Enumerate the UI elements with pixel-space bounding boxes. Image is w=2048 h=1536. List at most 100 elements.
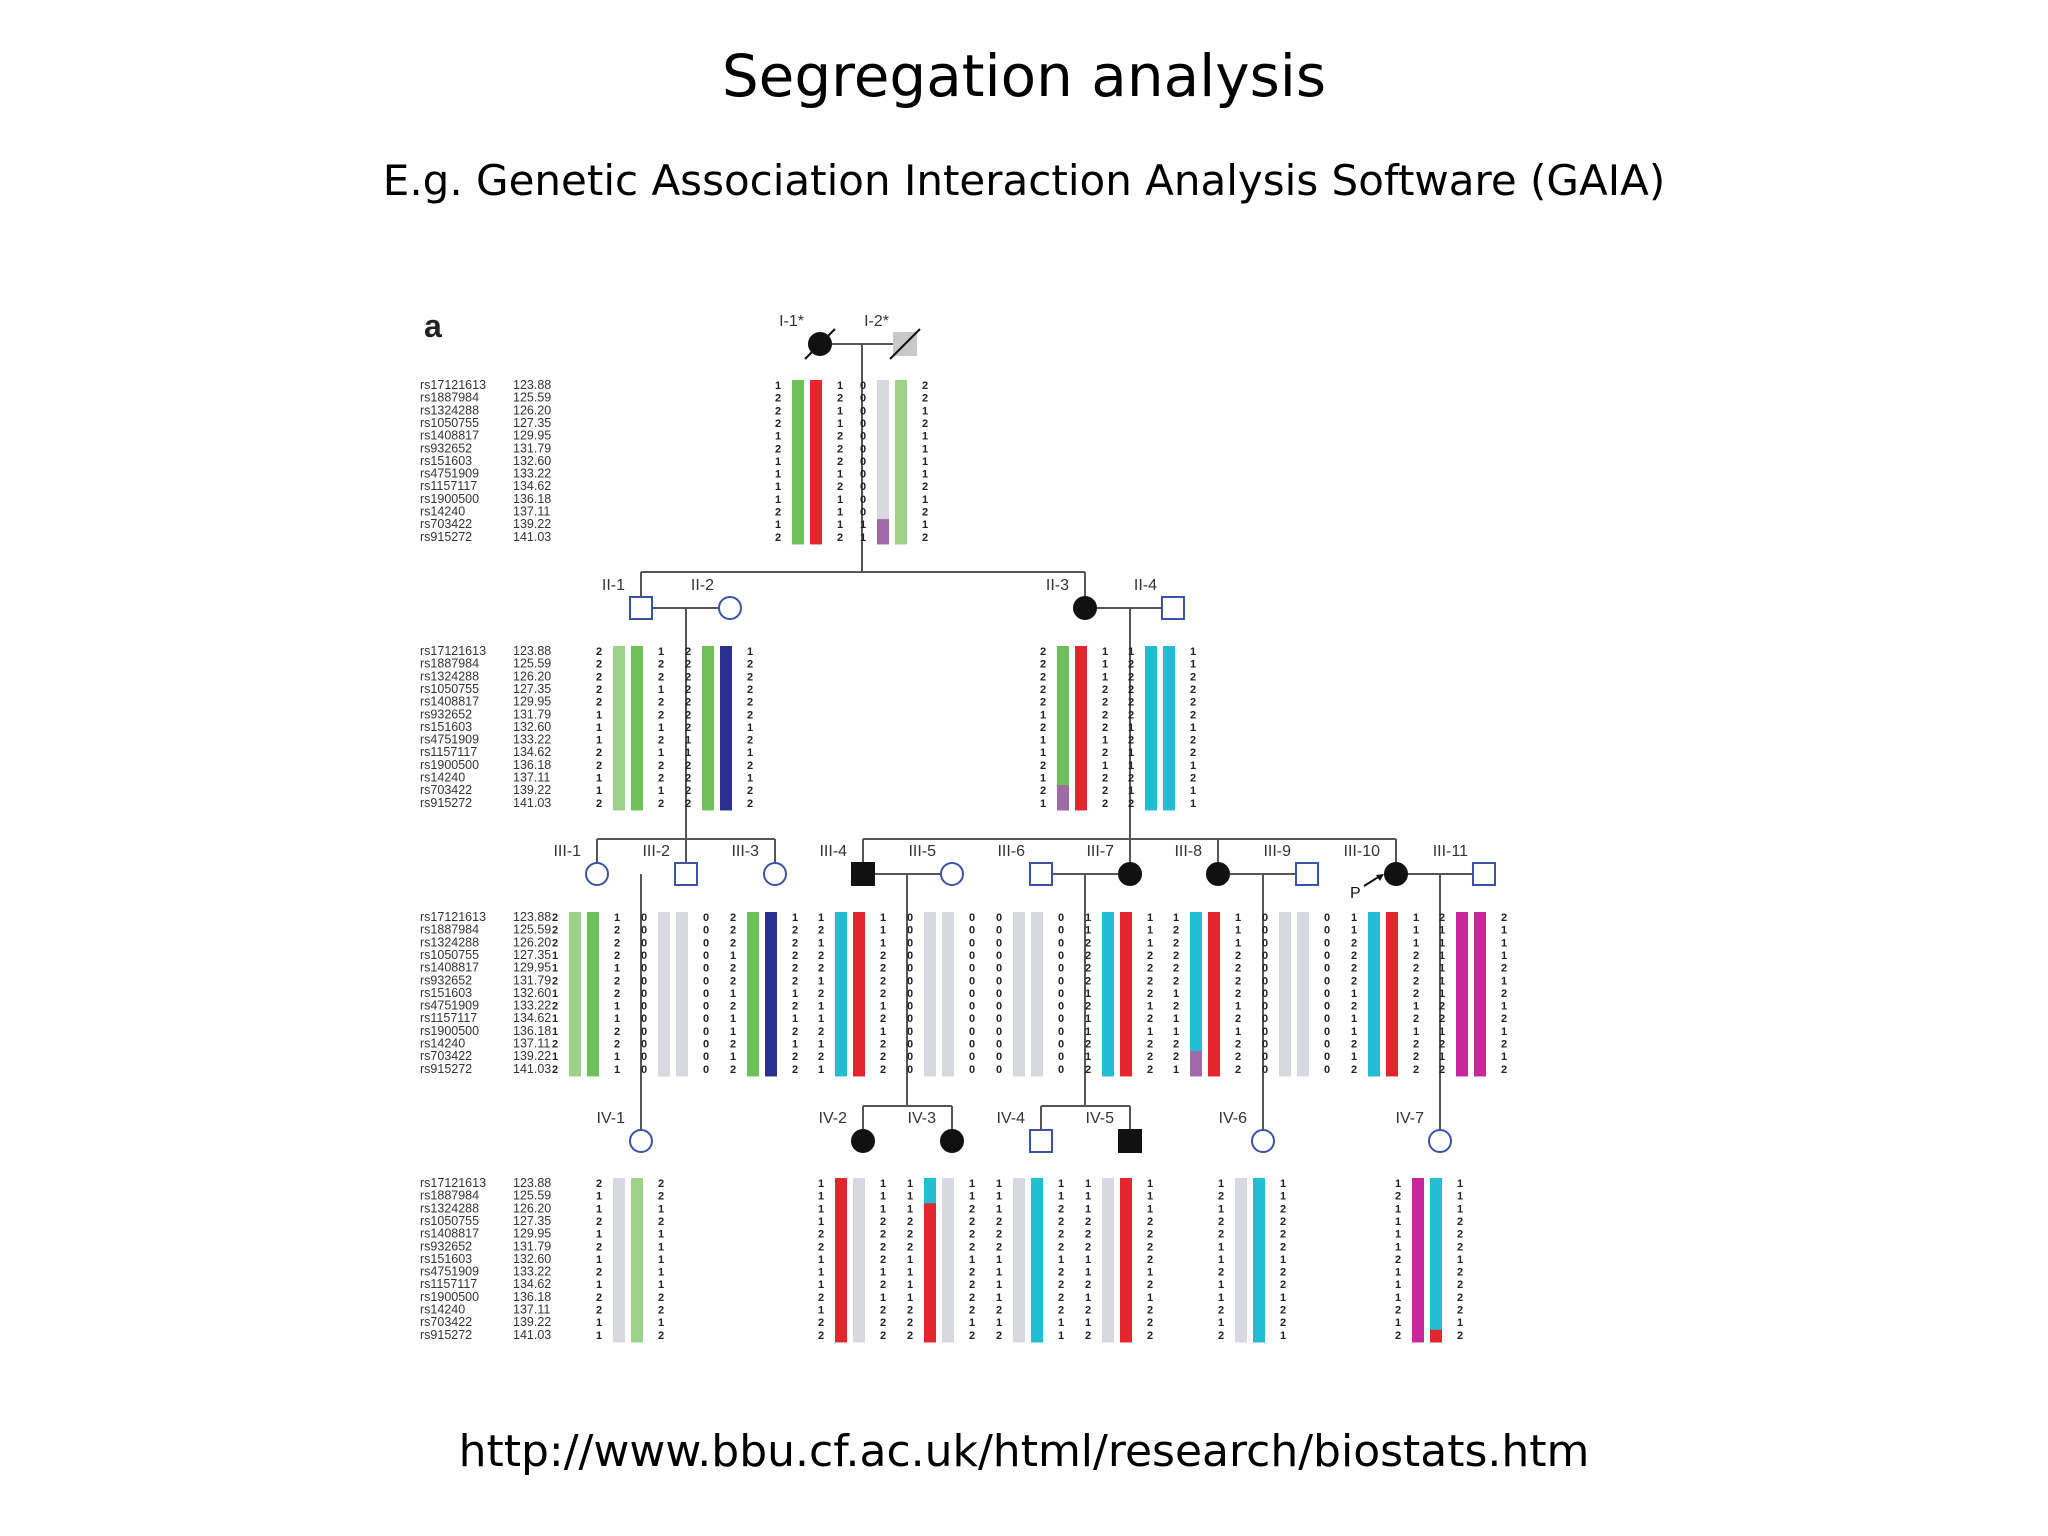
source-url[interactable]: http://www.bbu.cf.ac.uk/html/research/bi… [458, 1426, 1590, 1477]
marker-name: rs1050755 [420, 1214, 479, 1228]
allele-value: 0 [860, 418, 866, 430]
allele-value: 2 [552, 1064, 558, 1076]
allele-value: 1 [596, 1229, 602, 1241]
allele-value: 2 [658, 735, 664, 747]
allele-value: 0 [969, 963, 975, 975]
allele-value: 0 [860, 380, 866, 392]
allele-value: 2 [969, 1292, 975, 1304]
allele-value: 1 [658, 1241, 664, 1253]
allele-value: 1 [614, 912, 620, 924]
allele-value: 2 [1147, 1229, 1153, 1241]
allele-value: 0 [703, 950, 709, 962]
individual-label: III-2 [642, 843, 670, 860]
allele-value: 2 [1439, 1039, 1445, 1051]
allele-value: 2 [1190, 709, 1196, 721]
allele-value: 2 [1085, 1039, 1091, 1051]
allele-value: 1 [596, 1279, 602, 1291]
allele-value: 1 [1395, 1229, 1401, 1241]
allele-value: 1 [1218, 1317, 1224, 1329]
allele-value: 2 [1501, 912, 1507, 924]
allele-value: 2 [1501, 1013, 1507, 1025]
allele-value: 1 [1085, 1203, 1091, 1215]
allele-value: 1 [775, 469, 781, 481]
allele-value: 0 [1058, 975, 1064, 987]
allele-value: 2 [880, 1241, 886, 1253]
allele-value: 1 [1351, 1013, 1357, 1025]
allele-value: 1 [1439, 988, 1445, 1000]
allele-value: 1 [1085, 988, 1091, 1000]
allele-value: 0 [703, 925, 709, 937]
haplotype-bar [877, 380, 889, 545]
allele-value: 2 [685, 722, 691, 734]
allele-value: 0 [907, 1039, 913, 1051]
allele-value: 2 [880, 1051, 886, 1063]
allele-value: 0 [969, 937, 975, 949]
haplotype-bar [1253, 1178, 1265, 1343]
allele-value: 1 [907, 1254, 913, 1266]
allele-value: 0 [1058, 1001, 1064, 1013]
haplotype-bar [1386, 912, 1398, 1077]
allele-value: 0 [860, 431, 866, 443]
allele-value: 2 [730, 975, 736, 987]
allele-value: 1 [1395, 1279, 1401, 1291]
allele-value: 2 [1040, 659, 1046, 671]
marker-position: 131.79 [513, 1239, 551, 1253]
allele-value: 2 [1085, 1001, 1091, 1013]
allele-value: 2 [1147, 1317, 1153, 1329]
allele-value: 2 [1439, 912, 1445, 924]
allele-value: 1 [1439, 950, 1445, 962]
allele-value: 1 [658, 1317, 664, 1329]
allele-value: 0 [1058, 1026, 1064, 1038]
allele-value: 0 [641, 1001, 647, 1013]
allele-value: 1 [1351, 988, 1357, 1000]
allele-value: 2 [1058, 1267, 1064, 1279]
allele-value: 1 [596, 1254, 602, 1266]
haplotype-bar [1031, 1178, 1043, 1343]
allele-value: 1 [1128, 760, 1134, 772]
allele-value: 2 [969, 1330, 975, 1342]
allele-value: 2 [1501, 988, 1507, 1000]
allele-value: 1 [730, 950, 736, 962]
marker-name: rs915272 [420, 796, 472, 810]
haplotype-bar [1102, 912, 1114, 1077]
allele-value: 2 [775, 507, 781, 519]
allele-value: 0 [1058, 950, 1064, 962]
allele-value: 1 [1235, 912, 1241, 924]
allele-value: 2 [658, 798, 664, 810]
allele-value: 1 [747, 747, 753, 759]
allele-value: 0 [641, 1039, 647, 1051]
haplotype-bar [1279, 912, 1291, 1077]
allele-value: 1 [818, 1254, 824, 1266]
allele-value: 0 [1324, 1001, 1330, 1013]
allele-value: 1 [730, 1051, 736, 1063]
allele-value: 1 [837, 469, 843, 481]
allele-value: 0 [1262, 975, 1268, 987]
marker-column-gen-1: rs17121613 123.88 rs1887984 125.59 rs1324288… [420, 378, 551, 544]
allele-value: 2 [1235, 1013, 1241, 1025]
individual-label: I-1* [779, 313, 804, 330]
allele-value: 2 [837, 431, 843, 443]
allele-value: 1 [658, 1254, 664, 1266]
allele-value: 1 [1439, 963, 1445, 975]
allele-value: 2 [685, 785, 691, 797]
slide-title: Segregation analysis [721, 42, 1327, 110]
allele-value: 2 [658, 1178, 664, 1190]
allele-value: 0 [969, 925, 975, 937]
allele-value: 1 [792, 1013, 798, 1025]
allele-value: 0 [860, 494, 866, 506]
allele-value: 2 [1147, 988, 1153, 1000]
allele-value: 2 [1280, 1305, 1286, 1317]
haplotype-bar [1120, 1178, 1132, 1343]
allele-value: 0 [703, 963, 709, 975]
allele-value: 0 [1058, 1064, 1064, 1076]
allele-value: 2 [1413, 1039, 1419, 1051]
allele-value: 2 [1218, 1330, 1224, 1342]
marker-name: rs703422 [420, 1315, 472, 1329]
marker-position: 141.03 [513, 1328, 551, 1342]
allele-value: 1 [1280, 1178, 1286, 1190]
allele-value: 0 [641, 1013, 647, 1025]
allele-value: 1 [596, 785, 602, 797]
